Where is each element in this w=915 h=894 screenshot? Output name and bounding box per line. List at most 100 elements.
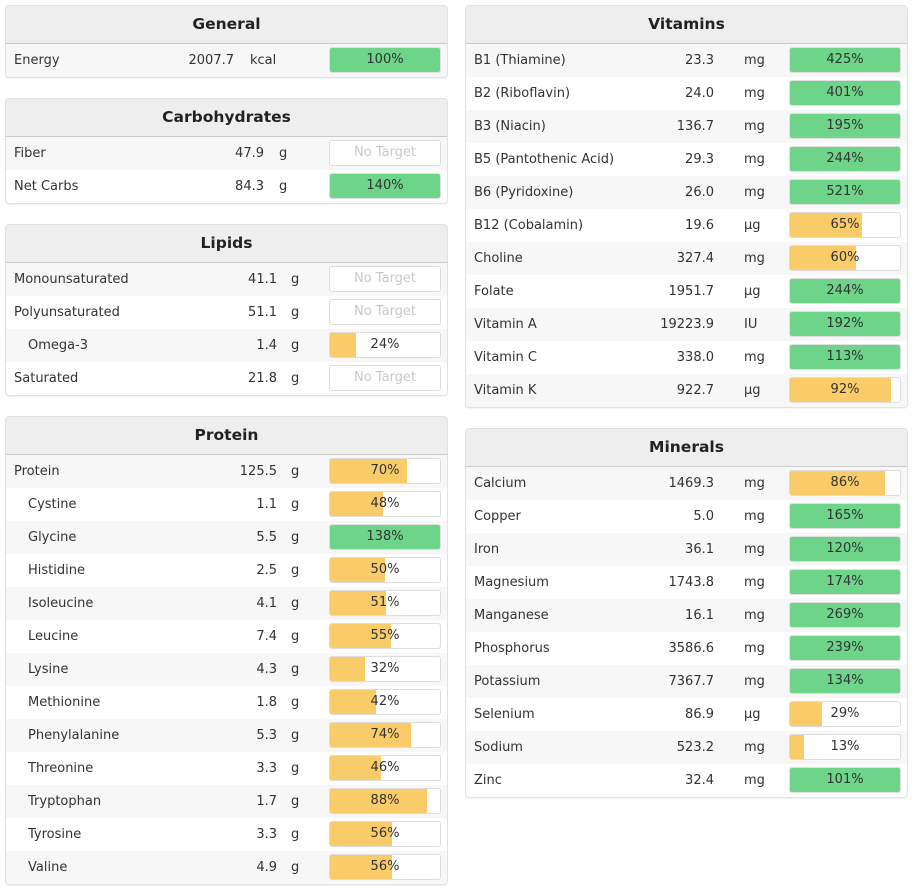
nutrient-unit: mg — [744, 509, 765, 524]
nutrient-name: Tryptophan — [28, 794, 102, 809]
panel-rows: B1 (Thiamine) 23.3 mg 425% B2 (Riboflavin) 24… — [466, 44, 907, 407]
progress-fill — [790, 180, 900, 204]
nutrient-amount: 21.8 — [248, 371, 277, 386]
nutrient-unit: mg — [744, 575, 765, 590]
nutrient-row: Valine 4.9 g 56% — [6, 851, 447, 884]
nutrient-amount: 1951.7 — [668, 284, 715, 299]
progress-percent: 86% — [830, 475, 860, 490]
nutrient-name: Manganese — [474, 608, 549, 623]
panel-rows: Monounsaturated 41.1 g No Target Polyunsatur… — [6, 263, 447, 395]
panel-rows: Protein 125.5 g 70% Cystine 1.1 g 48% Glycine 5.5… — [6, 455, 447, 884]
nutrient-unit: µg — [744, 218, 761, 233]
nutrient-name: Protein — [14, 464, 60, 479]
nutrient-row: Vitamin A 19223.9 IU 192% — [466, 308, 907, 341]
target-progress-bar: 269% — [789, 602, 901, 628]
nutrient-unit: g — [291, 530, 300, 545]
nutrient-row: Manganese 16.1 mg 269% — [466, 599, 907, 632]
nutrient-row: Glycine 5.5 g 138% — [6, 521, 447, 554]
panel-title: Carbohydrates — [6, 99, 447, 137]
progress-fill — [790, 114, 900, 138]
nutrient-name: Threonine — [28, 761, 94, 776]
progress-fill — [790, 246, 856, 270]
nutrient-unit: g — [291, 761, 300, 776]
progress-percent: 46% — [370, 760, 400, 775]
progress-fill — [330, 591, 387, 615]
nutrient-amount: 338.0 — [676, 350, 714, 365]
nutrient-amount: 3.3 — [256, 761, 277, 776]
progress-fill — [790, 504, 900, 528]
progress-percent: 55% — [370, 628, 400, 643]
panel-carbohydrates: Carbohydrates Fiber 47.9 g No Target Net Carb… — [5, 98, 448, 204]
progress-fill — [330, 558, 385, 582]
nutrient-amount: 136.7 — [676, 119, 714, 134]
nutrient-unit: µg — [744, 383, 761, 398]
nutrient-name: Potassium — [474, 674, 541, 689]
nutrient-amount: 1469.3 — [668, 476, 715, 491]
nutrient-row: B6 (Pyridoxine) 26.0 mg 521% — [466, 176, 907, 209]
target-progress-bar: 244% — [789, 146, 901, 172]
progress-percent: 42% — [370, 694, 400, 709]
progress-percent: 269% — [826, 607, 864, 622]
nutrient-amount: 5.5 — [256, 530, 277, 545]
progress-fill — [790, 768, 900, 792]
target-progress-bar: 65% — [789, 212, 901, 238]
target-progress-bar: 60% — [789, 245, 901, 271]
progress-fill — [790, 213, 862, 237]
target-progress-bar: 101% — [789, 767, 901, 793]
progress-percent: 70% — [370, 463, 400, 478]
target-progress-bar: 113% — [789, 344, 901, 370]
nutrient-unit: kcal — [250, 53, 277, 68]
nutrient-name: Copper — [474, 509, 521, 524]
progress-percent: 521% — [826, 184, 864, 199]
progress-fill — [790, 471, 885, 495]
nutrient-unit: mg — [744, 542, 765, 557]
nutrient-row: Choline 327.4 mg 60% — [466, 242, 907, 275]
target-progress-bar: 42% — [329, 689, 441, 715]
target-progress-bar: 48% — [329, 491, 441, 517]
nutrient-row: Magnesium 1743.8 mg 174% — [466, 566, 907, 599]
nutrient-amount: 32.4 — [685, 773, 714, 788]
panel-general: General Energy 2007.7 kcal 100% — [5, 5, 448, 78]
nutrient-name: Calcium — [474, 476, 527, 491]
nutrient-row: Tryptophan 1.7 g 88% — [6, 785, 447, 818]
progress-fill — [790, 345, 900, 369]
nutrient-unit: mg — [744, 740, 765, 755]
nutrient-row: Saturated 21.8 g No Target — [6, 362, 447, 395]
nutrient-name: B5 (Pantothenic Acid) — [474, 152, 615, 167]
progress-fill — [330, 855, 392, 879]
nutrient-name: Zinc — [474, 773, 502, 788]
nutrient-row: Monounsaturated 41.1 g No Target — [6, 263, 447, 296]
nutrient-row: B5 (Pantothenic Acid) 29.3 mg 244% — [466, 143, 907, 176]
progress-percent: 50% — [370, 562, 400, 577]
nutrient-name: Vitamin C — [474, 350, 538, 365]
progress-fill — [330, 756, 381, 780]
progress-fill — [330, 723, 412, 747]
progress-percent: 32% — [370, 661, 400, 676]
progress-fill — [790, 81, 900, 105]
target-progress-bar: No Target — [329, 365, 441, 391]
nutrient-name: Selenium — [474, 707, 535, 722]
progress-percent: 60% — [830, 250, 860, 265]
nutrient-unit: g — [291, 371, 300, 386]
nutrient-amount: 5.3 — [256, 728, 277, 743]
nutrient-row: B12 (Cobalamin) 19.6 µg 65% — [466, 209, 907, 242]
progress-percent: 140% — [366, 178, 404, 193]
nutrient-row: Calcium 1469.3 mg 86% — [466, 467, 907, 500]
progress-fill — [790, 702, 822, 726]
progress-percent: 113% — [826, 349, 864, 364]
progress-percent: 244% — [826, 151, 864, 166]
nutrient-row: Leucine 7.4 g 55% — [6, 620, 447, 653]
nutrient-row: Net Carbs 84.3 g 140% — [6, 170, 447, 203]
nutrient-row: Lysine 4.3 g 32% — [6, 653, 447, 686]
progress-percent: 56% — [370, 859, 400, 874]
nutrient-amount: 19.6 — [685, 218, 714, 233]
progress-percent: 29% — [830, 706, 860, 721]
nutrient-row: Vitamin K 922.7 µg 92% — [466, 374, 907, 407]
progress-percent: 239% — [826, 640, 864, 655]
nutrient-unit: g — [291, 860, 300, 875]
progress-fill — [790, 669, 900, 693]
panel-title: Minerals — [466, 429, 907, 467]
progress-percent: 120% — [826, 541, 864, 556]
nutrient-unit: g — [291, 794, 300, 809]
progress-fill — [790, 48, 900, 72]
